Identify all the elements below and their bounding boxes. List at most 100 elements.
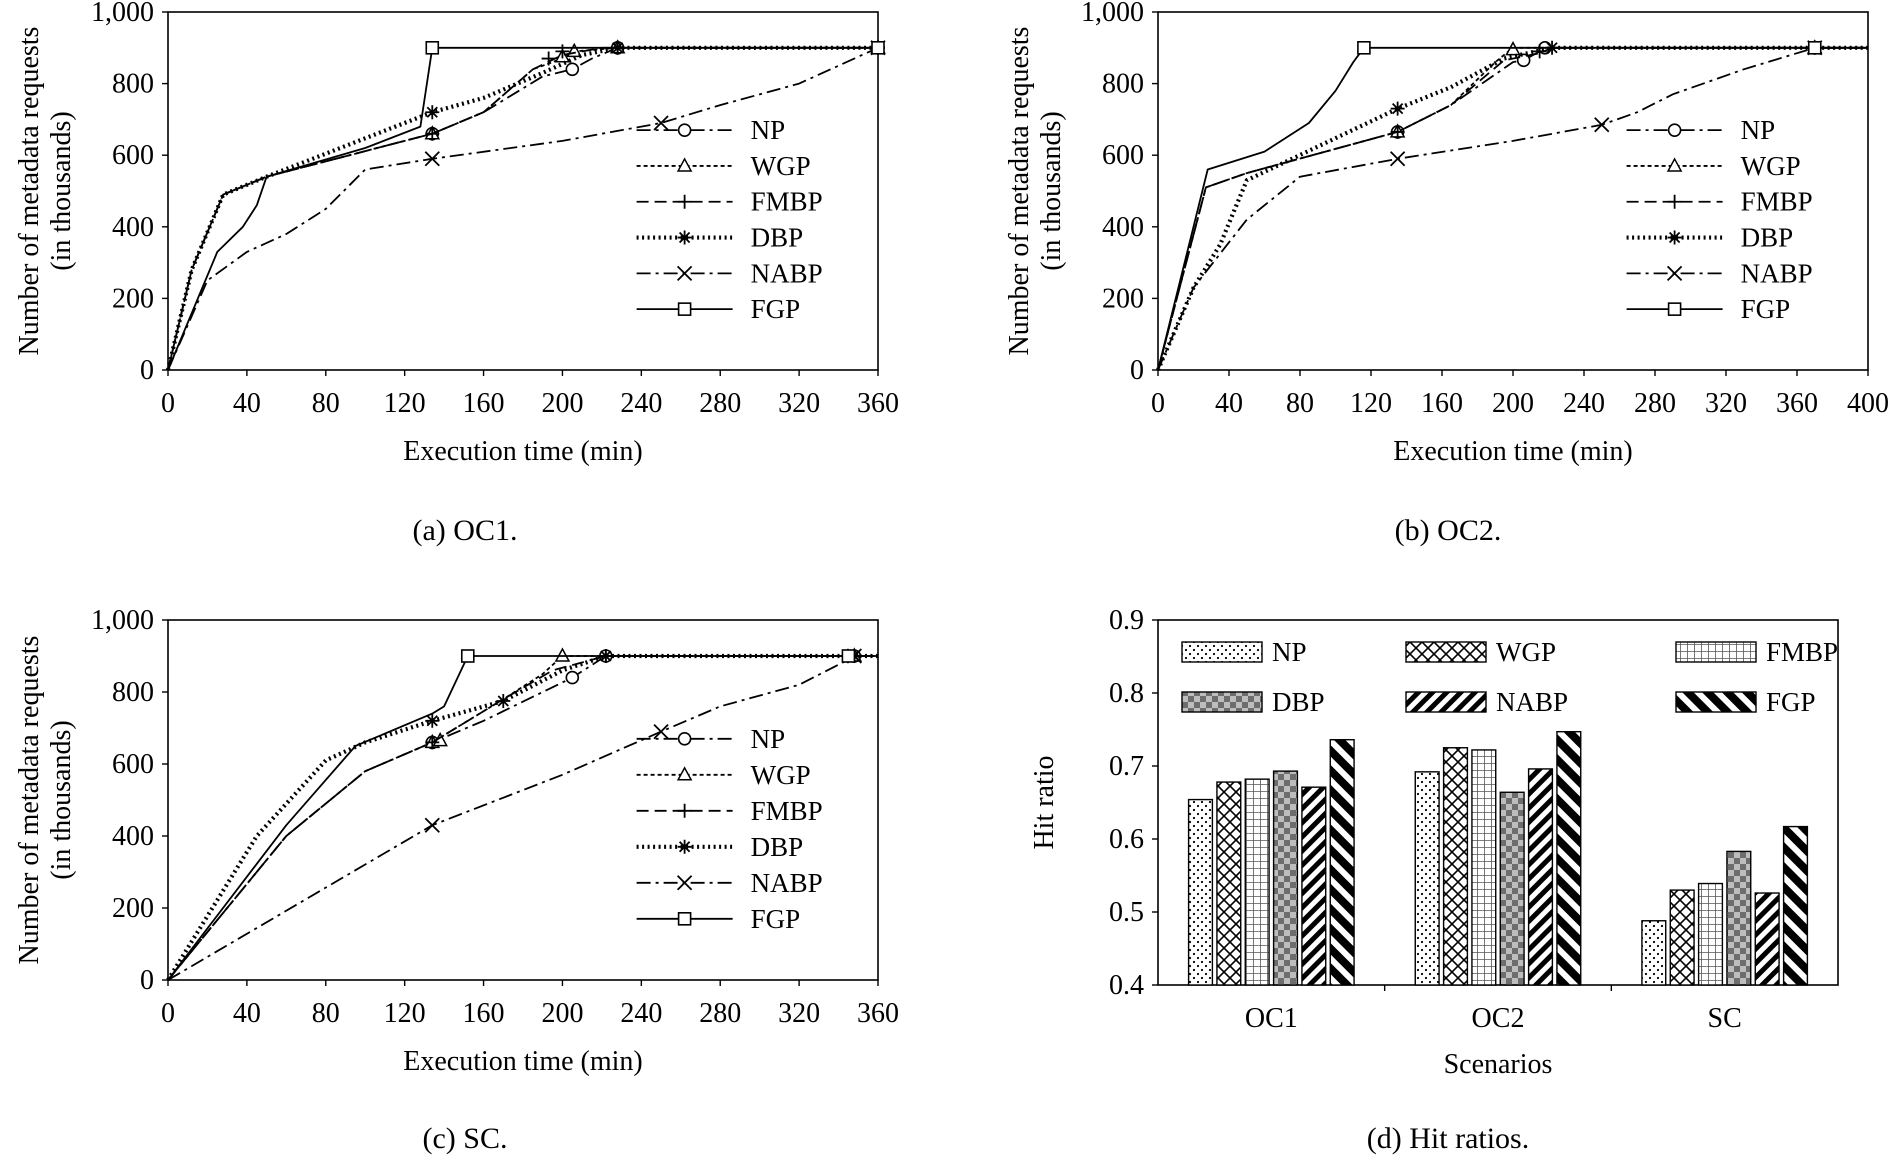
series-line-fgp xyxy=(1157,46,1868,371)
y-tick-label: 200 xyxy=(112,283,154,314)
legend-swatch-fgp xyxy=(1675,691,1757,713)
series-marker-fmbp xyxy=(425,735,440,750)
y-tick-label: 0.8 xyxy=(1109,678,1144,709)
series-marker-nabp xyxy=(1389,151,1406,167)
bar-wgp-oc2 xyxy=(1442,747,1469,986)
legend-marker-fmbp xyxy=(677,803,692,818)
x-tick-label: 280 xyxy=(1634,388,1676,419)
legend-label-fmbp: FMBP xyxy=(751,796,823,826)
series-line-dbp xyxy=(165,45,878,371)
x-tick-label: 200 xyxy=(541,388,583,419)
y-axis-label: Number of metadata requests(in thousands… xyxy=(14,27,77,356)
legend-label-wgp: WGP xyxy=(751,760,811,790)
x-tick-label: 280 xyxy=(699,998,741,1029)
legend-marker-fmbp xyxy=(1667,194,1682,209)
y-axis-label-line: Number of metadata requests xyxy=(1004,27,1035,356)
legend-label-np: NP xyxy=(1272,637,1307,667)
legend-label-nabp: NABP xyxy=(1496,687,1568,717)
legend-label-dbp: DBP xyxy=(1272,687,1325,717)
caption-oc2: (b) OC2. xyxy=(1395,514,1502,547)
x-tick-label: 120 xyxy=(384,998,426,1029)
x-tick-label: 360 xyxy=(857,998,899,1029)
caption-oc1: (a) OC1. xyxy=(413,514,518,547)
y-axis-label: Hit ratio xyxy=(1029,755,1060,849)
legend-marker-fgp xyxy=(1667,302,1682,316)
series-marker-np xyxy=(565,62,580,77)
bar-fgp-oc1 xyxy=(1329,739,1355,986)
x-tick-label: 0 xyxy=(161,998,175,1029)
y-axis-label-line: (in thousands) xyxy=(1036,111,1067,270)
x-tick-label: 160 xyxy=(1421,388,1463,419)
x-tick-label: 80 xyxy=(1286,388,1314,419)
y-tick-label: 200 xyxy=(1102,283,1144,314)
legend-label-fgp: FGP xyxy=(751,294,801,324)
series-marker-fmbp xyxy=(425,126,440,141)
x-tick-label: 120 xyxy=(1350,388,1392,419)
y-tick-label: 0.4 xyxy=(1109,970,1144,1001)
legend-marker-nabp xyxy=(676,875,693,891)
x-tick-label: 240 xyxy=(1563,388,1605,419)
x-tick-label: 240 xyxy=(620,998,662,1029)
legend-marker-nabp xyxy=(1666,265,1683,281)
series-marker-fmbp xyxy=(555,44,570,59)
plot-frame xyxy=(167,11,879,371)
legend-swatch-nabp xyxy=(1405,691,1487,713)
y-axis-label-line: (in thousands) xyxy=(46,720,77,879)
legend-marker-np xyxy=(677,123,692,137)
series-marker-dbp xyxy=(496,694,511,708)
x-tick-label: 80 xyxy=(312,998,340,1029)
plot-frame xyxy=(1157,619,1839,986)
x-tick-label: 320 xyxy=(778,998,820,1029)
legend-label-fmbp: FMBP xyxy=(1766,637,1838,667)
x-tick-label: 240 xyxy=(620,388,662,419)
series-marker-dbp xyxy=(1390,101,1405,116)
series-marker-fgp xyxy=(460,649,475,663)
y-tick-label: 800 xyxy=(1102,69,1144,100)
y-tick-label: 1,000 xyxy=(1081,0,1144,28)
caption-sc: (c) SC. xyxy=(423,1122,508,1155)
series-marker-fgp xyxy=(871,40,885,55)
legend-swatch-fmbp xyxy=(1675,641,1757,663)
x-tick-label: 320 xyxy=(1705,388,1747,419)
x-tick-label: 40 xyxy=(1215,388,1243,419)
x-tick-label: 360 xyxy=(1776,388,1818,419)
series-marker-fmbp xyxy=(1390,124,1405,139)
series-line-dbp xyxy=(166,653,878,982)
series-marker-nabp xyxy=(424,817,440,833)
legend-label-nabp: NABP xyxy=(751,258,823,288)
bar-nabp-oc1 xyxy=(1301,786,1327,986)
legend-label-fgp: FGP xyxy=(1766,687,1816,717)
x-tick-label: 80 xyxy=(312,388,340,419)
y-tick-label: 1,000 xyxy=(91,0,154,28)
y-tick-label: 400 xyxy=(1102,212,1144,243)
x-tick-label: 160 xyxy=(463,388,505,419)
legend-marker-fgp xyxy=(677,302,692,316)
series-marker-np xyxy=(1516,53,1531,68)
series-marker-np xyxy=(565,670,580,685)
series-marker-fgp xyxy=(1357,40,1371,55)
x-axis-label: Execution time (min) xyxy=(403,1046,643,1077)
chart-oc2: 0 200 400 600 800 1,000 0 40 80 120 160 200 240 280 32… xyxy=(1004,0,1889,467)
legend-marker-fgp xyxy=(677,911,692,926)
legend-label-nabp: NABP xyxy=(751,868,823,898)
x-category-label: OC1 xyxy=(1245,1003,1298,1034)
x-tick-label: 0 xyxy=(161,388,175,419)
legend-marker-nabp xyxy=(676,265,693,281)
x-category-label: SC xyxy=(1708,1003,1742,1034)
series-marker-fgp xyxy=(1807,40,1822,55)
series-marker-fmbp xyxy=(541,51,556,66)
legend-label-dbp: DBP xyxy=(1741,223,1794,253)
y-tick-label: 1,000 xyxy=(91,605,154,636)
legend-swatch-np xyxy=(1181,641,1263,663)
x-axis-label: Execution time (min) xyxy=(403,436,643,467)
chart-oc1: 0 200 400 600 800 1,000 0 40 80 120 160 200 240 280 32… xyxy=(14,0,899,467)
legend-label-np: NP xyxy=(751,724,786,754)
legend-marker-np xyxy=(677,731,692,746)
y-axis-label-line: (in thousands) xyxy=(46,111,77,270)
bar-fmbp-oc2 xyxy=(1471,749,1497,986)
x-tick-label: 280 xyxy=(699,388,741,419)
legend-label-wgp: WGP xyxy=(1496,637,1556,667)
x-tick-label: 160 xyxy=(463,998,505,1029)
series-marker-nabp xyxy=(1594,117,1610,133)
